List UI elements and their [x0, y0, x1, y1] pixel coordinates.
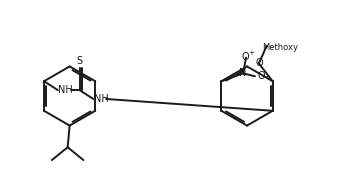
Text: NH: NH [58, 85, 73, 95]
Text: S: S [76, 56, 83, 66]
Text: N: N [239, 68, 247, 78]
Text: +: + [248, 50, 254, 56]
Text: NH: NH [94, 94, 109, 104]
Text: -: - [266, 71, 269, 81]
Text: Methoxy: Methoxy [262, 43, 299, 52]
Text: O: O [257, 71, 265, 81]
Text: O: O [255, 58, 263, 69]
Text: O: O [241, 52, 249, 62]
